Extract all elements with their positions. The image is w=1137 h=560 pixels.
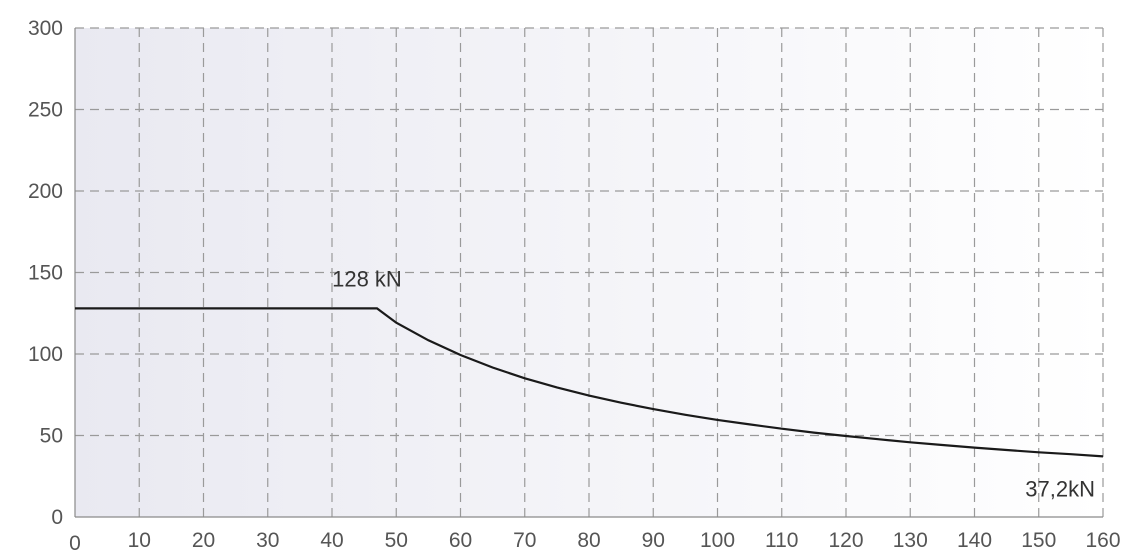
thrust-curve-line: [75, 307, 1104, 458]
x-tick-label: 50: [385, 529, 408, 552]
y-tick-label: 250: [28, 99, 63, 122]
tick-labels: 0 10 20 30 40 50 60 70 80 90 100 110 120 130 140 150 160…: [28, 17, 1121, 555]
value-annotation: 128 kN: [332, 266, 402, 291]
x-tick-label: 30: [256, 529, 279, 552]
x-tick-label: 20: [192, 529, 215, 552]
x-tick-label: 160: [1085, 529, 1120, 552]
y-tick-label: 100: [28, 343, 63, 366]
y-tick-label: 200: [28, 180, 63, 203]
x-tick-label: 130: [893, 529, 928, 552]
x-tick-label: 150: [1021, 529, 1056, 552]
x-tick-label: 60: [449, 529, 472, 552]
grid-lines: [75, 27, 1104, 517]
x-tick-label: 10: [128, 529, 151, 552]
x-tick-label: 110: [765, 529, 798, 552]
x-tick-label: 100: [700, 529, 735, 552]
x-tick-label: 140: [957, 529, 992, 552]
x-tick-label: 80: [577, 529, 600, 552]
series-layer: [75, 307, 1104, 458]
annotations: 128 kN 37,2kN: [332, 266, 1095, 501]
value-annotation: 37,2kN: [1025, 476, 1095, 501]
y-tick-label: 300: [28, 17, 63, 40]
axes: [74, 28, 1103, 518]
x-tick-label: 0: [69, 532, 81, 555]
y-tick-label: 150: [28, 262, 63, 285]
y-tick-label: 0: [51, 506, 63, 529]
x-tick-label: 90: [642, 529, 665, 552]
y-tick-label: 50: [40, 425, 63, 448]
x-tick-label: 70: [513, 529, 536, 552]
x-tick-label: 40: [320, 529, 343, 552]
x-tick-label: 120: [828, 529, 863, 552]
